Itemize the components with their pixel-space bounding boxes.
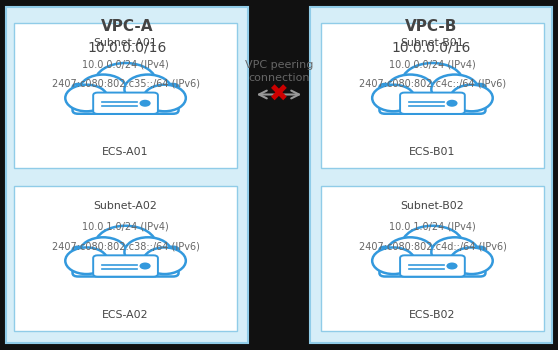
Circle shape (80, 237, 127, 267)
FancyBboxPatch shape (93, 256, 158, 276)
Circle shape (140, 262, 151, 270)
FancyBboxPatch shape (379, 247, 485, 276)
Text: 2407:c080:802:c4c::/64 (IPv6): 2407:c080:802:c4c::/64 (IPv6) (359, 79, 506, 89)
FancyBboxPatch shape (14, 186, 237, 331)
FancyBboxPatch shape (73, 247, 179, 276)
Circle shape (95, 226, 156, 264)
Circle shape (450, 247, 493, 274)
Text: 10.0.0.0/24 (IPv4): 10.0.0.0/24 (IPv4) (389, 59, 476, 69)
Circle shape (431, 75, 478, 104)
Circle shape (402, 63, 463, 102)
Text: 10.0.1.0/24 (IPv4): 10.0.1.0/24 (IPv4) (389, 222, 476, 232)
Circle shape (140, 100, 151, 107)
Text: connection: connection (248, 73, 310, 83)
Text: Subnet-A01: Subnet-A01 (94, 38, 157, 48)
Text: ECS-B01: ECS-B01 (409, 147, 456, 157)
FancyBboxPatch shape (379, 84, 485, 114)
Text: 10.0.0.0/16: 10.0.0.0/16 (87, 40, 167, 54)
Text: 10.0.1.0/24 (IPv4): 10.0.1.0/24 (IPv4) (82, 222, 169, 232)
Text: 10.0.0.0/16: 10.0.0.0/16 (391, 40, 471, 54)
Circle shape (65, 247, 108, 274)
FancyBboxPatch shape (321, 23, 544, 168)
FancyBboxPatch shape (321, 186, 544, 331)
Text: VPC-B: VPC-B (405, 19, 457, 34)
Text: Subnet-B01: Subnet-B01 (401, 38, 464, 48)
Circle shape (431, 237, 478, 267)
FancyBboxPatch shape (400, 92, 465, 114)
FancyBboxPatch shape (400, 256, 465, 276)
FancyBboxPatch shape (14, 23, 237, 168)
Text: Subnet-B02: Subnet-B02 (401, 201, 464, 211)
FancyBboxPatch shape (251, 0, 307, 350)
Text: 2407:c080:802:c38::/64 (IPv6): 2407:c080:802:c38::/64 (IPv6) (51, 242, 200, 252)
Text: 10.0.0.0/24 (IPv4): 10.0.0.0/24 (IPv4) (82, 59, 169, 69)
Text: ✖: ✖ (269, 83, 289, 106)
FancyBboxPatch shape (93, 92, 158, 114)
FancyBboxPatch shape (73, 84, 179, 114)
Text: Subnet-A02: Subnet-A02 (94, 201, 157, 211)
Text: VPC-A: VPC-A (100, 19, 153, 34)
Text: ECS-A02: ECS-A02 (102, 310, 149, 320)
Text: ECS-B02: ECS-B02 (409, 310, 456, 320)
Circle shape (143, 85, 186, 111)
Circle shape (65, 85, 108, 111)
Circle shape (446, 100, 458, 107)
Text: 2407:c080:802:c35::/64 (IPv6): 2407:c080:802:c35::/64 (IPv6) (51, 79, 200, 89)
FancyBboxPatch shape (310, 7, 552, 343)
Circle shape (450, 85, 493, 111)
Circle shape (80, 75, 127, 104)
Text: 2407:c080:802:c4d::/64 (IPv6): 2407:c080:802:c4d::/64 (IPv6) (358, 242, 507, 252)
Circle shape (402, 226, 463, 264)
Text: VPC peering: VPC peering (245, 60, 313, 70)
Circle shape (124, 237, 171, 267)
Circle shape (446, 262, 458, 270)
Text: ECS-A01: ECS-A01 (102, 147, 149, 157)
Circle shape (387, 237, 434, 267)
Circle shape (372, 247, 415, 274)
FancyBboxPatch shape (6, 7, 248, 343)
Circle shape (124, 75, 171, 104)
Circle shape (387, 75, 434, 104)
Circle shape (143, 247, 186, 274)
Circle shape (372, 85, 415, 111)
Circle shape (95, 63, 156, 102)
